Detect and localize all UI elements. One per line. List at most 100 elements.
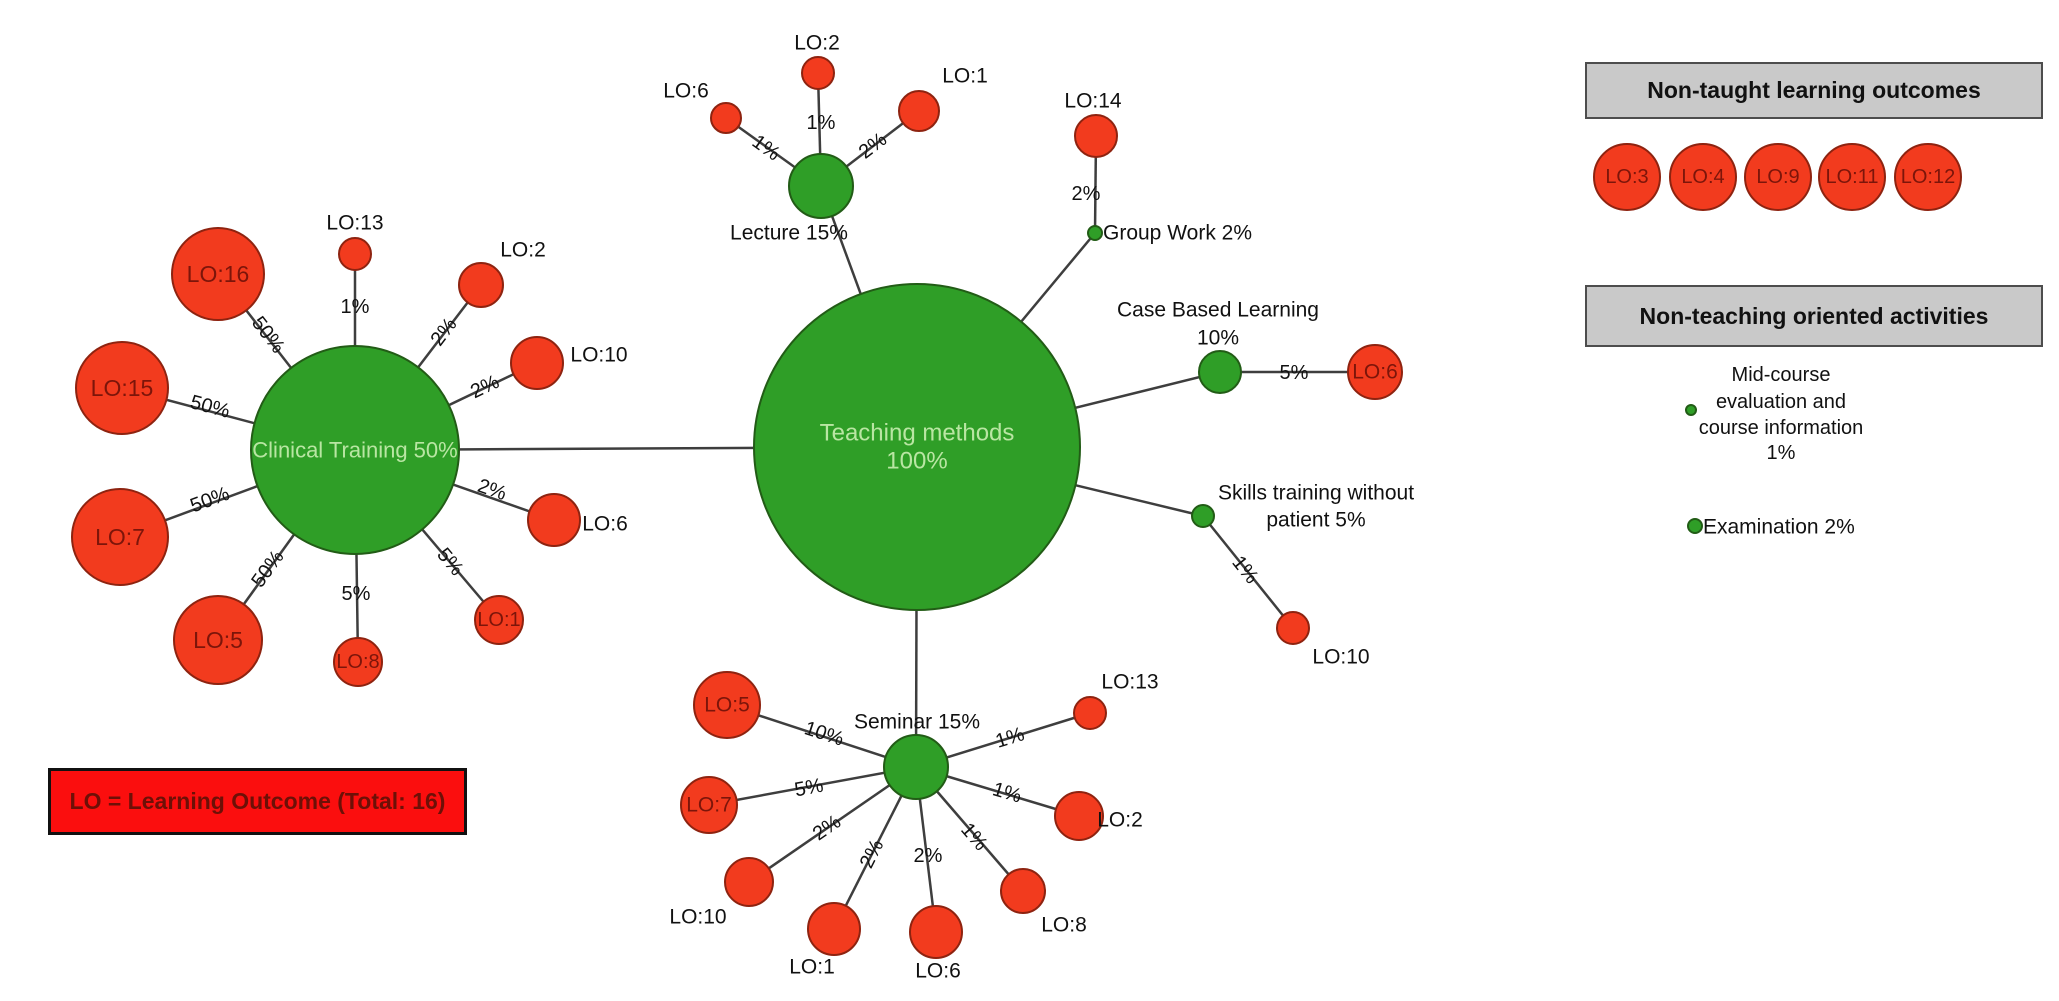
node-nt-lo12 [1894, 143, 1962, 211]
node-label-ct-lo5: LO:5 [193, 627, 243, 653]
node-se-lo5 [693, 671, 761, 739]
text-label: Seminar 15% [854, 711, 980, 734]
node-label-nt-lo9: LO:9 [1756, 166, 1799, 188]
text-label: LO:2 [500, 239, 546, 262]
node-label-ct-lo16: LO:16 [187, 261, 250, 287]
node-le-lo2 [801, 56, 835, 90]
node-label-se-lo5: LO:5 [704, 694, 750, 717]
edge-label: 2% [809, 811, 845, 846]
node-nt-lo11 [1818, 143, 1886, 211]
node-teaching-methods [753, 283, 1081, 611]
node-ct-lo13 [338, 237, 372, 271]
node-label-nt-lo3: LO:3 [1605, 166, 1648, 188]
edge-label: 50% [188, 391, 233, 423]
node-nt-lo9 [1744, 143, 1812, 211]
edge-label: 50% [247, 546, 288, 592]
text-label: Group Work 2% [1103, 222, 1252, 245]
node-label-nt-lo4: LO:4 [1681, 166, 1724, 188]
node-label-nt-lo12: LO:12 [1901, 166, 1955, 188]
non-teaching-header: Non-teaching oriented activities [1585, 285, 2043, 347]
text-label: LO:10 [570, 344, 627, 367]
edge-label: 1% [807, 112, 836, 134]
node-ct-lo16 [171, 227, 265, 321]
edge-label: 1% [990, 778, 1024, 807]
node-skills-training [1191, 504, 1215, 528]
edge-label: 5% [342, 583, 371, 605]
node-nt-lo4 [1669, 143, 1737, 211]
node-se-lo7 [680, 776, 738, 834]
node-cb-lo6 [1347, 344, 1403, 400]
text-label: LO:14 [1064, 90, 1122, 113]
text-label: patient 5% [1266, 509, 1365, 532]
edge-label: 5% [1280, 362, 1309, 384]
edge-label: 1% [993, 723, 1027, 753]
node-st-lo10 [1276, 611, 1310, 645]
text-label: LO:10 [669, 906, 726, 929]
node-se-lo8 [1000, 868, 1046, 914]
text-label: LO:8 [1041, 914, 1087, 937]
text-label: Examination 2% [1703, 516, 1855, 539]
node-ct-lo6 [527, 493, 581, 547]
text-label: evaluation and [1716, 391, 1846, 413]
edge-label: 2% [475, 475, 510, 505]
node-label-ct-lo1: LO:1 [477, 609, 520, 631]
non-teaching-header-label: Non-teaching oriented activities [1639, 302, 1989, 329]
node-ct-lo8 [333, 637, 383, 687]
text-label: LO:13 [1101, 671, 1158, 694]
edge-label: 2% [467, 371, 503, 403]
node-le-lo1 [898, 90, 940, 132]
text-label: LO:10 [1312, 646, 1369, 669]
edge-line [708, 765, 917, 807]
text-label: Mid-course [1732, 364, 1831, 386]
text-label: 1% [1767, 442, 1796, 464]
edge-label: 2% [856, 836, 889, 872]
legend-note: LO = Learning Outcome (Total: 16) [48, 768, 467, 835]
node-le-lo6 [710, 102, 742, 134]
node-examination-dot [1687, 518, 1703, 534]
edge-label: 2% [1072, 183, 1101, 205]
node-ct-lo1 [474, 595, 524, 645]
node-gw-lo14 [1074, 114, 1118, 158]
node-lecture [788, 153, 854, 219]
text-label: LO:1 [789, 956, 835, 979]
node-se-lo13 [1073, 696, 1107, 730]
node-label-cb-lo6: LO:6 [1352, 361, 1398, 384]
node-label2-teaching-methods: 100% [886, 448, 947, 475]
text-label: LO:2 [794, 32, 840, 55]
node-se-lo6 [909, 905, 963, 959]
non-taught-header-label: Non-taught learning outcomes [1647, 77, 1981, 103]
node-label-ct-lo8: LO:8 [336, 651, 379, 673]
text-label: LO:6 [663, 80, 709, 103]
text-label: course information [1699, 417, 1864, 439]
edge-label: 1% [341, 296, 370, 318]
text-label: Lecture 15% [730, 222, 848, 245]
edge-label: 5% [793, 775, 826, 802]
node-label-teaching-methods: Teaching methods [820, 420, 1015, 447]
node-ct-lo5 [173, 595, 263, 685]
node-ct-lo15 [75, 341, 169, 435]
node-case-based-learning [1198, 350, 1242, 394]
node-se-lo2 [1054, 791, 1104, 841]
edge-label: 50% [187, 483, 232, 518]
node-se-lo1 [807, 902, 861, 956]
non-taught-header: Non-taught learning outcomes [1585, 62, 2043, 119]
node-midcourse-dot [1685, 404, 1697, 416]
edge-line [1202, 515, 1294, 629]
edge-label: 2% [914, 845, 943, 867]
node-label-ct-lo7: LO:7 [95, 524, 145, 550]
text-label: Case Based Learning [1117, 299, 1319, 322]
node-label-nt-lo11: LO:11 [1826, 166, 1879, 188]
edge-line [748, 765, 917, 884]
edge-label: 2% [855, 128, 891, 163]
legend-note-label: LO = Learning Outcome (Total: 16) [69, 788, 446, 814]
node-se-lo10 [724, 857, 774, 907]
text-label: LO:6 [582, 513, 628, 536]
node-group-work [1087, 225, 1103, 241]
node-clinical-training [250, 345, 460, 555]
node-ct-lo10 [510, 336, 564, 390]
text-label: 10% [1197, 327, 1239, 350]
edge-label: 1% [748, 131, 784, 166]
node-label-ct-lo15: LO:15 [91, 375, 154, 401]
